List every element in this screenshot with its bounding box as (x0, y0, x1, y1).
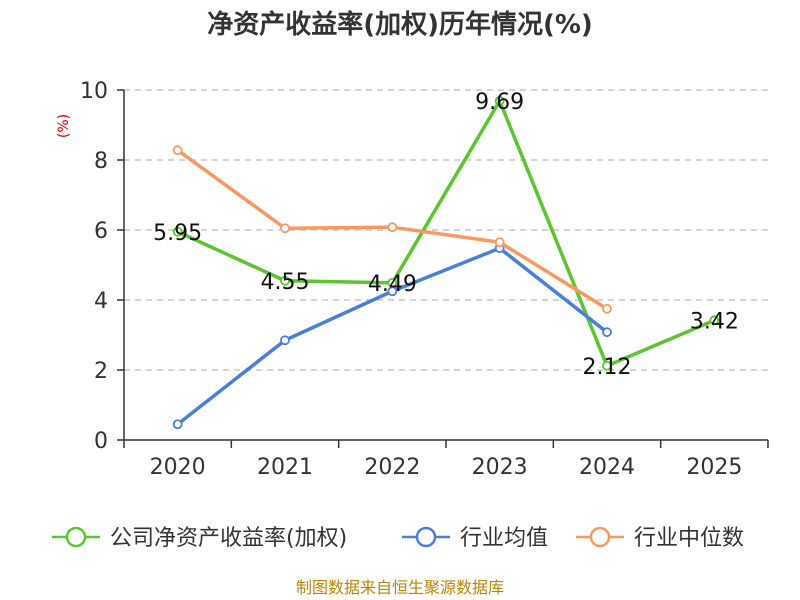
legend-label: 行业中位数 (634, 526, 744, 551)
legend-label: 公司净资产收益率(加权) (110, 526, 347, 551)
x-tick-label: 2024 (579, 455, 635, 480)
data-point (602, 360, 612, 371)
x-tick-label: 2023 (472, 455, 528, 480)
data-labels: 5.95 4.55 4.49 9.69 2.12 3.42 (153, 90, 739, 380)
data-point (172, 145, 183, 156)
series-layer (172, 95, 720, 430)
data-label: 2.12 (583, 355, 632, 380)
data-label: 4.55 (261, 270, 310, 295)
data-point (387, 286, 398, 297)
data-point (280, 275, 290, 286)
legend[interactable]: 公司净资产收益率(加权) 行业均值 行业中位数 (52, 526, 744, 551)
x-tick-label: 2021 (257, 455, 313, 480)
y-tick-label: 8 (94, 149, 108, 174)
x-tick-label: 2022 (364, 455, 420, 480)
legend-item-1[interactable]: 行业均值 (402, 526, 548, 551)
data-point (172, 226, 183, 237)
legend-swatch-marker (65, 526, 87, 548)
data-point (602, 303, 612, 314)
y-tick-label: 10 (80, 79, 108, 104)
legend-swatch-marker (415, 526, 437, 548)
data-point (387, 222, 398, 233)
axes: 0 2 4 6 8 10 2020 2021 2022 2023 2024 2025 (80, 79, 769, 480)
source-note: 制图数据来自恒生聚源数据库 (296, 578, 504, 597)
y-tick-label: 6 (94, 219, 108, 244)
grid (124, 89, 768, 371)
data-label: 3.42 (690, 309, 739, 334)
data-label: 4.49 (368, 272, 417, 297)
y-tick-label: 0 (94, 429, 108, 454)
legend-swatch-marker (589, 526, 611, 548)
data-point (602, 327, 612, 338)
legend-item-0[interactable]: 公司净资产收益率(加权) (52, 526, 347, 551)
data-label: 9.69 (475, 90, 524, 115)
y-axis-unit: (%) (56, 114, 72, 138)
data-point (494, 95, 505, 106)
data-point (280, 223, 290, 234)
legend-label: 行业均值 (460, 526, 548, 551)
legend-item-2[interactable]: 行业中位数 (576, 526, 744, 551)
chart-title: 净资产收益率(加权)历年情况(%) (207, 9, 593, 40)
data-label: 5.95 (153, 221, 202, 246)
series-line-0 (176, 99, 716, 368)
data-point (709, 315, 720, 326)
y-tick-label: 2 (94, 359, 108, 384)
y-tick-label: 4 (94, 289, 108, 314)
data-point (494, 237, 505, 248)
data-point (172, 419, 183, 430)
x-tick-label: 2025 (686, 455, 742, 480)
data-point (280, 335, 290, 346)
x-tick-label: 2020 (150, 455, 206, 480)
